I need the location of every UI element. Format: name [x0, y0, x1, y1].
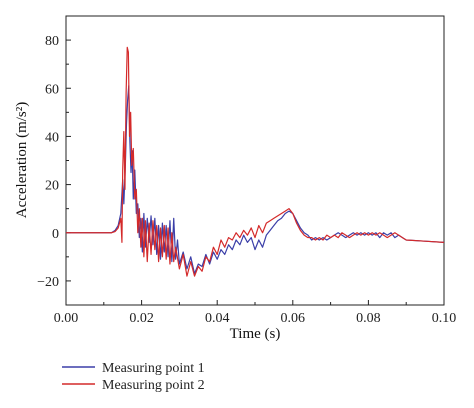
- x-tick-label: 0.10: [432, 311, 457, 326]
- y-axis-title: Acceleration (m/s²): [14, 102, 30, 219]
- x-tick-label: 0.02: [129, 311, 154, 326]
- x-tick-label: 0.08: [356, 311, 381, 326]
- series-line-1: [66, 85, 445, 275]
- legend-label-series-2: Measuring point 2: [102, 378, 205, 393]
- y-tick-label: 60: [45, 82, 59, 97]
- y-tick-label: 0: [52, 227, 59, 242]
- x-tick-label: 0.00: [54, 311, 79, 326]
- y-tick-label: 20: [45, 179, 59, 194]
- y-tick-label: 80: [45, 34, 59, 49]
- series-line-2: [66, 46, 445, 277]
- legend: Measuring point 1 Measuring point 2: [62, 361, 205, 393]
- x-axis-title: Time (s): [230, 326, 281, 342]
- y-tick-label: 40: [45, 130, 59, 145]
- x-tick-label: 0.04: [205, 311, 230, 326]
- y-tick-label: −20: [37, 275, 59, 290]
- x-tick-label: 0.06: [281, 311, 306, 326]
- legend-label-series-1: Measuring point 1: [102, 361, 205, 376]
